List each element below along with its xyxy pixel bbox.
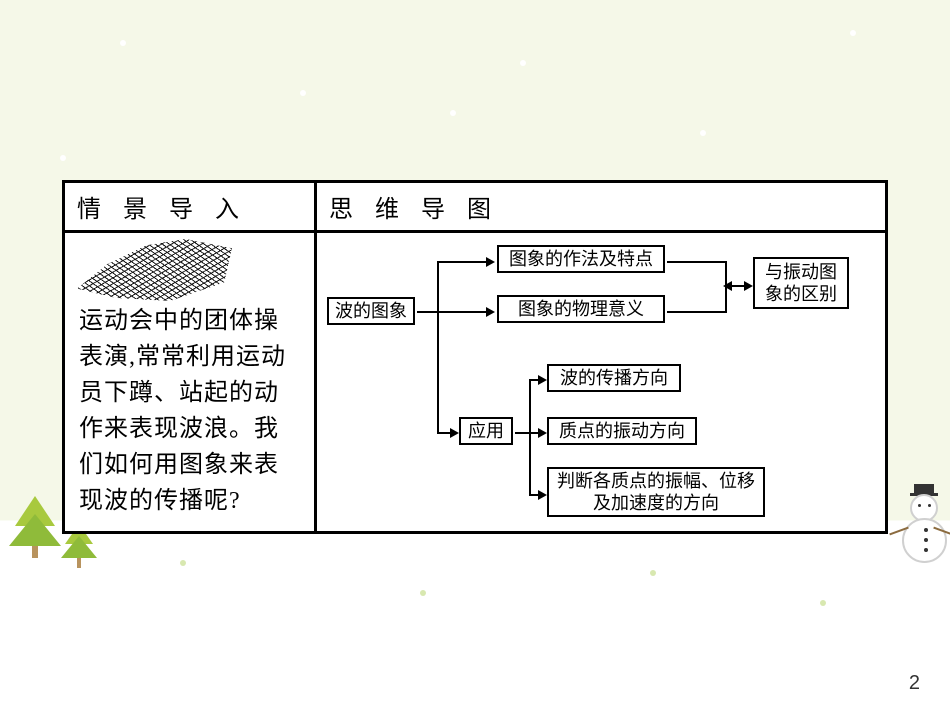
intro-text: 运动会中的团体操表演,常常利用运动员下蹲、站起的动作来表现波浪。我们如何用图象来… (73, 301, 306, 519)
node-app: 应用 (459, 417, 513, 445)
node-a1: 波的传播方向 (547, 364, 681, 392)
node-diff: 与振动图象的区别 (753, 257, 849, 309)
scenario-cell: 运动会中的团体操表演,常常利用运动员下蹲、站起的动作来表现波浪。我们如何用图象来… (64, 232, 316, 533)
tree-decoration (15, 496, 61, 558)
node-root: 波的图象 (327, 297, 415, 325)
content-table: 情 景 导 入 思 维 导 图 运动会中的团体操表演,常常利用运动员下蹲、站起的… (62, 180, 888, 534)
flowchart: 波的图象 图象的作法及特点 图象的物理意义 与振动图象的区别 (325, 239, 877, 519)
sketch-image (77, 239, 232, 301)
page-number: 2 (909, 672, 920, 695)
snowman-decoration (890, 494, 950, 563)
mindmap-cell: 波的图象 图象的作法及特点 图象的物理意义 与振动图象的区别 (316, 232, 887, 533)
node-a3: 判断各质点的振幅、位移及加速度的方向 (547, 467, 765, 517)
header-scenario: 情 景 导 入 (64, 182, 316, 232)
node-a2: 质点的振动方向 (547, 417, 697, 445)
header-mindmap: 思 维 导 图 (316, 182, 887, 232)
node-n2: 图象的物理意义 (497, 295, 665, 323)
node-n1: 图象的作法及特点 (497, 245, 665, 273)
